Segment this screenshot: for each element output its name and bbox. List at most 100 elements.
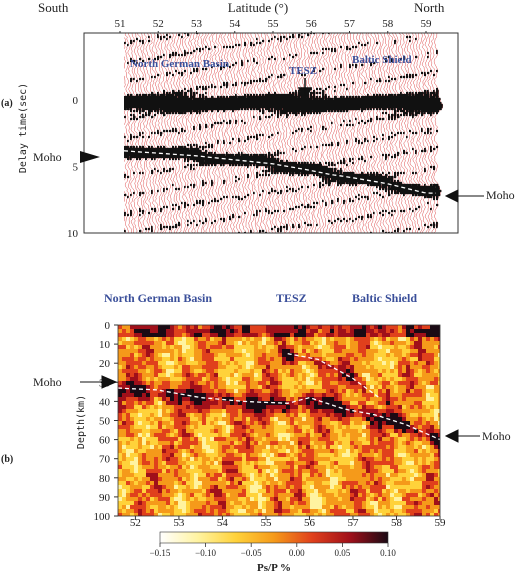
panel-b-heat-cell xyxy=(154,333,159,338)
panel-b-heat-cell xyxy=(118,425,123,430)
panel-b-heat-cell xyxy=(234,329,239,334)
panel-b-heat-cell xyxy=(390,441,395,446)
panel-b-heat-cell xyxy=(414,461,419,466)
panel-b-letter: (b) xyxy=(1,454,13,465)
panel-b-heat-cell xyxy=(342,421,347,426)
panel-b-heat-cell xyxy=(314,513,319,516)
panel-b-heat-cell xyxy=(370,421,375,426)
panel-b-heat-cell xyxy=(290,513,295,516)
panel-b-heat-cell xyxy=(374,509,379,514)
panel-b-heat-cell xyxy=(334,417,339,422)
panel-b-heat-cell xyxy=(174,501,179,506)
panel-b-heat-cell xyxy=(138,405,143,410)
panel-b-heat-cell xyxy=(262,473,267,478)
panel-b-heat-cell xyxy=(418,417,423,422)
panel-b-heat-cell xyxy=(374,377,379,382)
panel-b-heat-cell xyxy=(386,329,391,334)
panel-a-trace xyxy=(301,33,312,233)
panel-b-heat-cell xyxy=(354,357,359,362)
panel-b-heat-cell xyxy=(134,353,139,358)
panel-b-heat-cell xyxy=(198,501,203,506)
panel-b-heat-cell xyxy=(382,357,387,362)
panel-b-heat-cell xyxy=(286,329,291,334)
panel-b-heat-cell xyxy=(278,393,283,398)
panel-b-heat-cell xyxy=(218,325,223,330)
panel-b-heat-cell xyxy=(210,477,215,482)
panel-b-heat-cell xyxy=(414,509,419,514)
panel-b-heat-cell xyxy=(366,389,371,394)
panel-b-heat-cell xyxy=(322,397,327,402)
panel-a-trace xyxy=(169,33,179,233)
panel-b-heat-cell xyxy=(310,381,315,386)
panel-b-heat-cell xyxy=(174,509,179,514)
panel-b-heat-cell xyxy=(350,465,355,470)
panel-b-heat-cell xyxy=(378,513,383,516)
panel-b-heat-cell xyxy=(130,345,135,350)
panel-b-heat-cell xyxy=(290,461,295,466)
panel-b-heat-cell xyxy=(386,357,391,362)
panel-b-heat-cell xyxy=(182,421,187,426)
panel-b-heat-cell xyxy=(254,421,259,426)
panel-b-heat-cell xyxy=(154,513,159,516)
panel-b-heat-cell xyxy=(386,497,391,502)
panel-b-heat-cell xyxy=(266,505,271,510)
panel-b-heat-cell xyxy=(262,341,267,346)
panel-b-heat-cell xyxy=(262,405,267,410)
panel-b-heat-cell xyxy=(282,381,287,386)
panel-b-heat-cell xyxy=(206,337,211,342)
panel-b-heat-cell xyxy=(346,505,351,510)
panel-b-heat-cell xyxy=(426,453,431,458)
panel-b-heat-cell xyxy=(402,461,407,466)
panel-b-heat-cell xyxy=(370,389,375,394)
panel-b-heat-cell xyxy=(290,369,295,374)
panel-b-heat-cell xyxy=(402,513,407,516)
panel-b-heat-cell xyxy=(226,465,231,470)
panel-b-heat-cell xyxy=(190,341,195,346)
panel-b-heat-cell xyxy=(182,505,187,510)
panel-b-heat-cell xyxy=(330,349,335,354)
panel-b-heat-cell xyxy=(118,473,123,478)
panel-b-heat-cell xyxy=(426,333,431,338)
panel-b-heat-cell xyxy=(286,421,291,426)
panel-b-heat-cell xyxy=(238,361,243,366)
panel-b-heat-cell xyxy=(234,421,239,426)
panel-b-heat-cell xyxy=(274,357,279,362)
panel-b-y-tick-label: 60 xyxy=(99,435,111,447)
panel-b-heat-cell xyxy=(290,469,295,474)
panel-a-trace xyxy=(265,33,276,233)
panel-b-heat-cell xyxy=(286,413,291,418)
panel-b-heat-cell xyxy=(382,481,387,486)
panel-b-heat-cell xyxy=(410,461,415,466)
panel-b-heat-cell xyxy=(374,437,379,442)
panel-b-heat-cell xyxy=(390,357,395,362)
panel-b-heat-cell xyxy=(306,325,311,330)
panel-a-trace xyxy=(184,33,195,233)
panel-b-heat-cell xyxy=(290,481,295,486)
panel-a-x-ticks: 51 52 53 54 55 56 57 58 59 xyxy=(115,18,432,35)
panel-b-heat-cell xyxy=(274,493,279,498)
panel-b-heat-cell xyxy=(146,473,151,478)
panel-b-heat-cell xyxy=(318,349,323,354)
panel-b-heat-cell xyxy=(194,513,199,516)
panel-b-heat-cell xyxy=(422,421,427,426)
panel-b-heat-cell xyxy=(322,377,327,382)
panel-b-heat-cell xyxy=(310,409,315,414)
panel-b-heat-cell xyxy=(374,341,379,346)
panel-b-heat-cell xyxy=(246,341,251,346)
panel-b-heat-cell xyxy=(414,401,419,406)
panel-b-heat-cell xyxy=(202,329,207,334)
panel-b-heat-cell xyxy=(218,509,223,514)
panel-b-heat-cell xyxy=(342,397,347,402)
panel-b-heat-cell xyxy=(406,453,411,458)
panel-b-heat-cell xyxy=(350,373,355,378)
panel-b-heat-cell xyxy=(194,413,199,418)
panel-b-heat-cell xyxy=(286,365,291,370)
panel-b-heat-cell xyxy=(406,353,411,358)
panel-b-heat-cell xyxy=(282,465,287,470)
panel-b-heat-cell xyxy=(142,345,147,350)
panel-b-heat-cell xyxy=(354,385,359,390)
panel-b-heat-cell xyxy=(270,345,275,350)
panel-b-heat-cell xyxy=(130,401,135,406)
panel-b-heat-cell xyxy=(170,485,175,490)
panel-a-trace xyxy=(322,33,333,233)
